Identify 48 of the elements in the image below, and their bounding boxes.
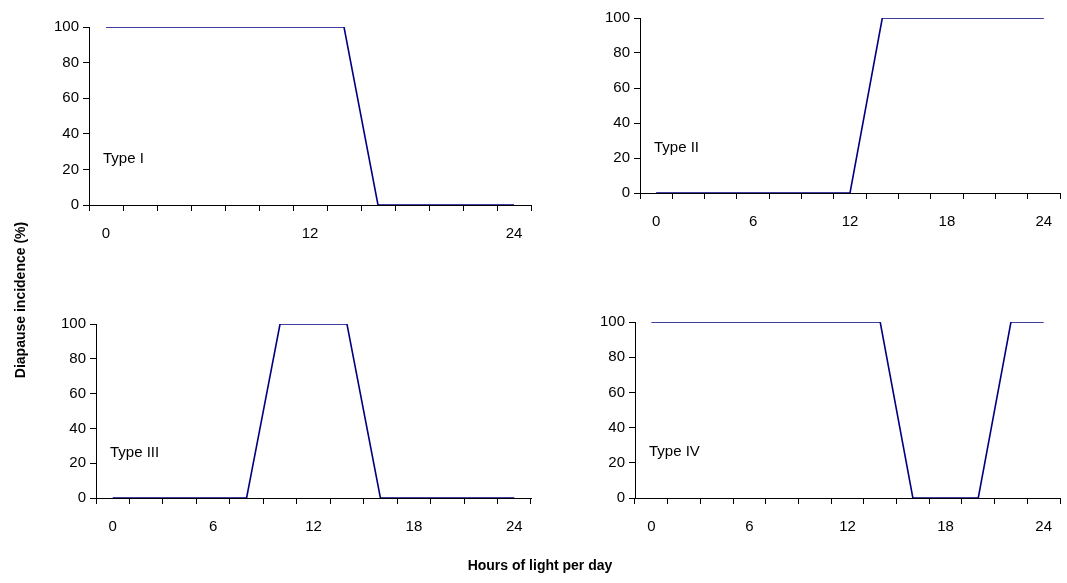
y-tick-label: 60 [608,382,625,400]
y-tick-label: 20 [62,159,79,177]
y-tick-label: 20 [69,453,86,471]
y-tick-label: 20 [608,452,625,470]
y-tick-label: 0 [77,488,86,506]
x-tick-label: 0 [647,517,656,535]
y-tick-label: 0 [616,488,625,506]
annotation: Type III [110,442,160,460]
x-tick-label: 18 [937,517,954,535]
annotation: Type I [103,148,144,166]
x-tick-label: 24 [1035,517,1052,535]
y-tick-label: 0 [70,195,79,213]
annotation: Type II [654,137,700,155]
x-tick-label: 18 [938,212,956,230]
y-tick-label: 60 [62,88,79,106]
y-tick-label: 40 [62,123,79,141]
x-tick-label: 24 [505,224,523,242]
x-tick-label: 0 [101,224,111,242]
y-axis-title: Diapause incidence (%) [12,221,28,379]
x-tick-label: 24 [1035,212,1053,230]
x-tick-label: 6 [208,517,218,535]
y-tick-label: 60 [613,78,630,96]
x-tick-label: 0 [108,517,117,535]
y-tick-label: 80 [62,52,79,70]
y-tick-label: 40 [613,113,630,131]
x-tick-label: 18 [405,517,423,535]
x-tick-label: 24 [505,517,523,535]
y-tick-label: 20 [613,148,630,166]
y-tick-label: 80 [69,348,86,366]
x-tick-label: 6 [748,212,758,230]
x-tick-label: 12 [301,224,319,242]
x-tick-label: 12 [839,517,856,535]
y-tick-label: 80 [608,347,625,365]
y-tick-label: 80 [613,43,630,61]
x-tick-label: 12 [841,212,859,230]
annotation: Type IV [649,442,700,460]
x-axis-title: Hours of light per day [467,557,613,573]
y-tick-label: 100 [53,17,79,35]
y-tick-label: 40 [69,418,86,436]
y-tick-label: 100 [604,8,630,26]
y-tick-label: 60 [69,383,86,401]
y-tick-label: 100 [599,312,625,330]
x-tick-label: 6 [745,517,754,535]
y-tick-label: 40 [608,417,625,435]
x-tick-label: 12 [305,517,322,535]
y-tick-label: 100 [60,314,86,332]
x-tick-label: 0 [651,212,661,230]
y-tick-label: 0 [621,183,630,201]
